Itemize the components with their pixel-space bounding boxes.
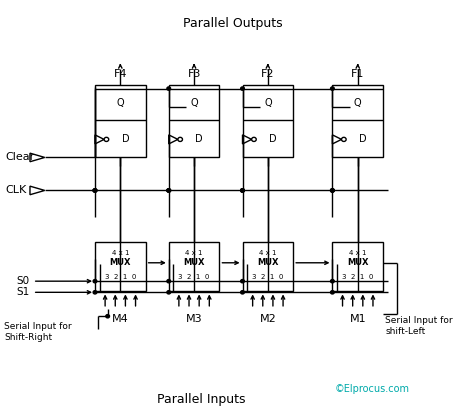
Text: 3  2  1  0: 3 2 1 0 (178, 274, 210, 280)
Text: Parallel Outputs: Parallel Outputs (184, 17, 283, 30)
Text: 4 x 1: 4 x 1 (185, 250, 203, 256)
Circle shape (330, 189, 334, 192)
Circle shape (106, 315, 110, 318)
Text: Q: Q (354, 98, 362, 108)
Bar (169, 242, 219, 291)
Circle shape (241, 291, 244, 294)
Circle shape (93, 291, 97, 294)
Text: Q: Q (264, 98, 272, 108)
Text: M2: M2 (260, 314, 276, 324)
Circle shape (330, 87, 334, 90)
Text: F1: F1 (351, 69, 364, 79)
Text: 3  2  1  0: 3 2 1 0 (252, 274, 284, 280)
Circle shape (241, 189, 244, 192)
Text: D: D (269, 135, 277, 144)
Text: Serial Input for
shift-Left: Serial Input for shift-Left (386, 316, 453, 336)
Circle shape (167, 189, 170, 192)
Circle shape (241, 280, 244, 283)
Bar (169, 85, 219, 158)
Text: D: D (359, 135, 367, 144)
Text: S1: S1 (17, 287, 30, 297)
Text: M4: M4 (112, 314, 129, 324)
Circle shape (330, 291, 334, 294)
Text: F4: F4 (114, 69, 127, 79)
Circle shape (167, 291, 170, 294)
Bar (332, 85, 383, 158)
Text: S0: S0 (17, 276, 30, 286)
Text: 4 x 1: 4 x 1 (259, 250, 277, 256)
Bar (95, 242, 146, 291)
Bar (332, 242, 383, 291)
Circle shape (167, 189, 170, 192)
Text: 4 x 1: 4 x 1 (349, 250, 366, 256)
Circle shape (167, 280, 170, 283)
Circle shape (241, 87, 244, 90)
Circle shape (93, 189, 97, 192)
Circle shape (93, 280, 97, 283)
Circle shape (93, 189, 97, 192)
Text: Parallel Inputs: Parallel Inputs (157, 393, 245, 405)
Text: Clear: Clear (5, 153, 34, 163)
Text: D: D (122, 135, 129, 144)
Text: M1: M1 (349, 314, 366, 324)
Text: CLK: CLK (5, 186, 26, 196)
Text: 4 x 1: 4 x 1 (111, 250, 129, 256)
Circle shape (167, 189, 170, 192)
Circle shape (330, 189, 334, 192)
Bar (243, 242, 293, 291)
Circle shape (330, 189, 334, 192)
Bar (95, 85, 146, 158)
Text: F3: F3 (187, 69, 201, 79)
Text: Q: Q (190, 98, 198, 108)
Circle shape (241, 189, 244, 192)
Circle shape (330, 280, 334, 283)
Text: MUX: MUX (257, 258, 278, 267)
Circle shape (167, 87, 170, 90)
Text: MUX: MUX (347, 258, 369, 267)
Bar (243, 85, 293, 158)
Text: D: D (195, 135, 203, 144)
Text: 3  2  1  0: 3 2 1 0 (105, 274, 136, 280)
Text: Serial Input for
Shift-Right: Serial Input for Shift-Right (4, 322, 72, 342)
Circle shape (93, 189, 97, 192)
Text: MUX: MUX (110, 258, 131, 267)
Text: ©Elprocus.com: ©Elprocus.com (335, 384, 410, 394)
Text: F2: F2 (261, 69, 275, 79)
Text: 3  2  1  0: 3 2 1 0 (342, 274, 373, 280)
Text: Q: Q (117, 98, 124, 108)
Text: MUX: MUX (183, 258, 205, 267)
Circle shape (241, 189, 244, 192)
Text: M3: M3 (186, 314, 202, 324)
